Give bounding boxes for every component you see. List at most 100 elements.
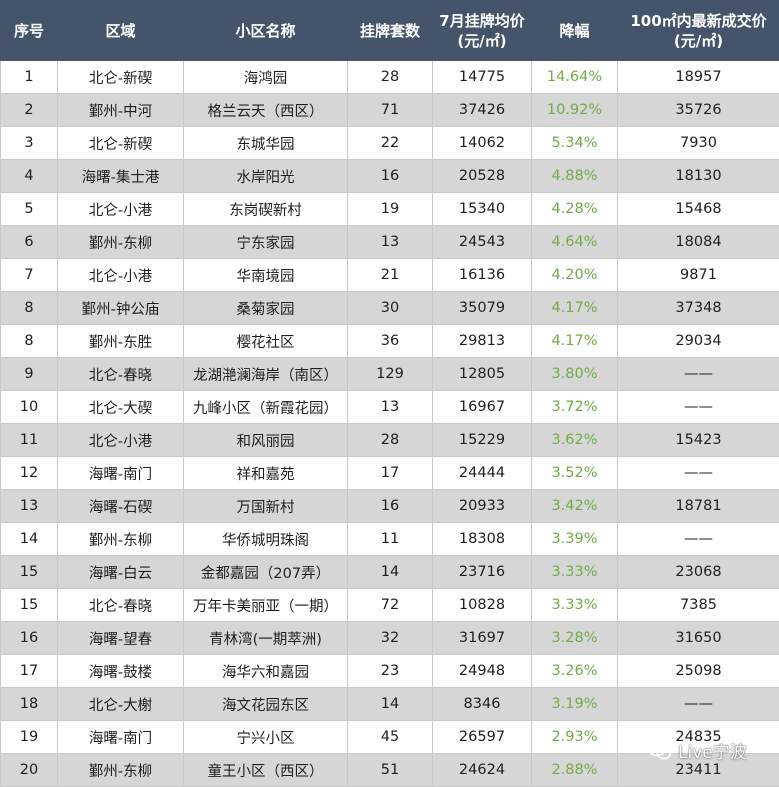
cell-district: 鄞州-东胜 (57, 324, 184, 358)
cell-community: 和风丽园 (183, 423, 348, 457)
header-district: 区域 (57, 0, 184, 61)
cell-avg-price: 31697 (432, 621, 532, 655)
cell-avg-price: 23716 (432, 555, 532, 589)
table-row: 4 海曙-集士港 水岸阳光 16 20528 4.88% 18130 (0, 159, 779, 193)
table-row: 9 北仑-春晓 龙湖滟澜海岸（南区） 129 12805 3.80% —— (0, 357, 779, 391)
cell-listings: 13 (347, 225, 433, 259)
cell-district: 鄞州-东柳 (57, 522, 184, 556)
cell-rank: 2 (0, 93, 58, 127)
cell-deal-price: 25098 (617, 654, 779, 688)
table-header: 序号 区域 小区名称 挂牌套数 7月挂牌均价 (元/㎡) 降幅 100㎡内最新成… (0, 0, 779, 61)
cell-deal-price: 7930 (617, 126, 779, 160)
table-row: 19 海曙-南门 宁兴小区 45 26597 2.93% 24835 (0, 720, 779, 754)
cell-avg-price: 20933 (432, 489, 532, 523)
cell-deal-price: 9871 (617, 258, 779, 292)
table-body: 1 北仑-新碶 海鸿园 28 14775 14.64% 18957 2 鄞州-中河 格兰云天（西区… (0, 60, 779, 787)
cell-district: 海曙-南门 (57, 720, 184, 754)
cell-drop: 2.93% (531, 720, 618, 754)
cell-deal-price: —— (617, 522, 779, 556)
cell-community: 东城华园 (183, 126, 348, 160)
cell-rank: 13 (0, 489, 58, 523)
header-deal-price-unit: (元/㎡) (673, 31, 724, 50)
cell-deal-price: 37348 (617, 291, 779, 325)
cell-community: 龙湖滟澜海岸（南区） (183, 357, 348, 391)
cell-community: 万国新村 (183, 489, 348, 523)
cell-listings: 45 (347, 720, 433, 754)
table-row: 15 海曙-白云 金都嘉园（207弄） 14 23716 3.33% 23068 (0, 555, 779, 589)
cell-community: 海文花园东区 (183, 687, 348, 721)
cell-rank: 19 (0, 720, 58, 754)
cell-drop: 4.64% (531, 225, 618, 259)
cell-avg-price: 26597 (432, 720, 532, 754)
cell-community: 祥和嘉苑 (183, 456, 348, 490)
cell-avg-price: 24543 (432, 225, 532, 259)
cell-avg-price: 29813 (432, 324, 532, 358)
cell-drop: 4.20% (531, 258, 618, 292)
cell-listings: 22 (347, 126, 433, 160)
cell-deal-price: 31650 (617, 621, 779, 655)
cell-listings: 16 (347, 489, 433, 523)
table-row: 15 北仑-春晓 万年卡美丽亚（一期） 72 10828 3.33% 7385 (0, 588, 779, 622)
cell-community: 东岗碶新村 (183, 192, 348, 226)
cell-rank: 15 (0, 588, 58, 622)
cell-district: 鄞州-中河 (57, 93, 184, 127)
cell-district: 北仑-大榭 (57, 687, 184, 721)
cell-drop: 3.26% (531, 654, 618, 688)
cell-rank: 17 (0, 654, 58, 688)
cell-listings: 17 (347, 456, 433, 490)
cell-listings: 13 (347, 390, 433, 424)
table-row: 1 北仑-新碶 海鸿园 28 14775 14.64% 18957 (0, 60, 779, 94)
cell-rank: 6 (0, 225, 58, 259)
cell-district: 北仑-小港 (57, 423, 184, 457)
cell-rank: 12 (0, 456, 58, 490)
cell-district: 海曙-鼓楼 (57, 654, 184, 688)
cell-community: 桑菊家园 (183, 291, 348, 325)
cell-deal-price: 7385 (617, 588, 779, 622)
cell-avg-price: 16136 (432, 258, 532, 292)
cell-community: 海华六和嘉园 (183, 654, 348, 688)
cell-community: 万年卡美丽亚（一期） (183, 588, 348, 622)
cell-avg-price: 35079 (432, 291, 532, 325)
cell-district: 鄞州-东柳 (57, 753, 184, 787)
header-row: 序号 区域 小区名称 挂牌套数 7月挂牌均价 (元/㎡) 降幅 100㎡内最新成… (0, 0, 779, 61)
table-row: 6 鄞州-东柳 宁东家园 13 24543 4.64% 18084 (0, 225, 779, 259)
header-listings: 挂牌套数 (347, 0, 433, 61)
cell-listings: 23 (347, 654, 433, 688)
cell-avg-price: 16967 (432, 390, 532, 424)
cell-deal-price: 18781 (617, 489, 779, 523)
cell-drop: 3.33% (531, 588, 618, 622)
header-deal-price: 100㎡内最新成交价 (元/㎡) (617, 0, 779, 61)
cell-deal-price: —— (617, 456, 779, 490)
cell-community: 童王小区（西区） (183, 753, 348, 787)
cell-listings: 14 (347, 687, 433, 721)
cell-drop: 3.19% (531, 687, 618, 721)
cell-drop: 3.62% (531, 423, 618, 457)
cell-avg-price: 24948 (432, 654, 532, 688)
header-community: 小区名称 (183, 0, 348, 61)
cell-rank: 9 (0, 357, 58, 391)
cell-district: 海曙-南门 (57, 456, 184, 490)
cell-drop: 3.39% (531, 522, 618, 556)
cell-listings: 11 (347, 522, 433, 556)
header-avg-price: 7月挂牌均价 (元/㎡) (432, 0, 532, 61)
cell-rank: 8 (0, 324, 58, 358)
cell-community: 樱花社区 (183, 324, 348, 358)
cell-avg-price: 15229 (432, 423, 532, 457)
table-row: 14 鄞州-东柳 华侨城明珠阁 11 18308 3.39% —— (0, 522, 779, 556)
cell-avg-price: 12805 (432, 357, 532, 391)
table-row: 12 海曙-南门 祥和嘉苑 17 24444 3.52% —— (0, 456, 779, 490)
table-row: 13 海曙-石碶 万国新村 16 20933 3.42% 18781 (0, 489, 779, 523)
cell-district: 北仑-新碶 (57, 126, 184, 160)
cell-drop: 5.34% (531, 126, 618, 160)
table-row: 20 鄞州-东柳 童王小区（西区） 51 24624 2.88% 23411 (0, 753, 779, 787)
cell-district: 海曙-白云 (57, 555, 184, 589)
cell-avg-price: 14062 (432, 126, 532, 160)
cell-drop: 2.88% (531, 753, 618, 787)
header-avg-price-title: 7月挂牌均价 (439, 11, 525, 30)
table-row: 7 北仑-小港 华南境园 21 16136 4.20% 9871 (0, 258, 779, 292)
cell-district: 北仑-小港 (57, 192, 184, 226)
cell-deal-price: 29034 (617, 324, 779, 358)
wechat-icon (648, 741, 672, 759)
